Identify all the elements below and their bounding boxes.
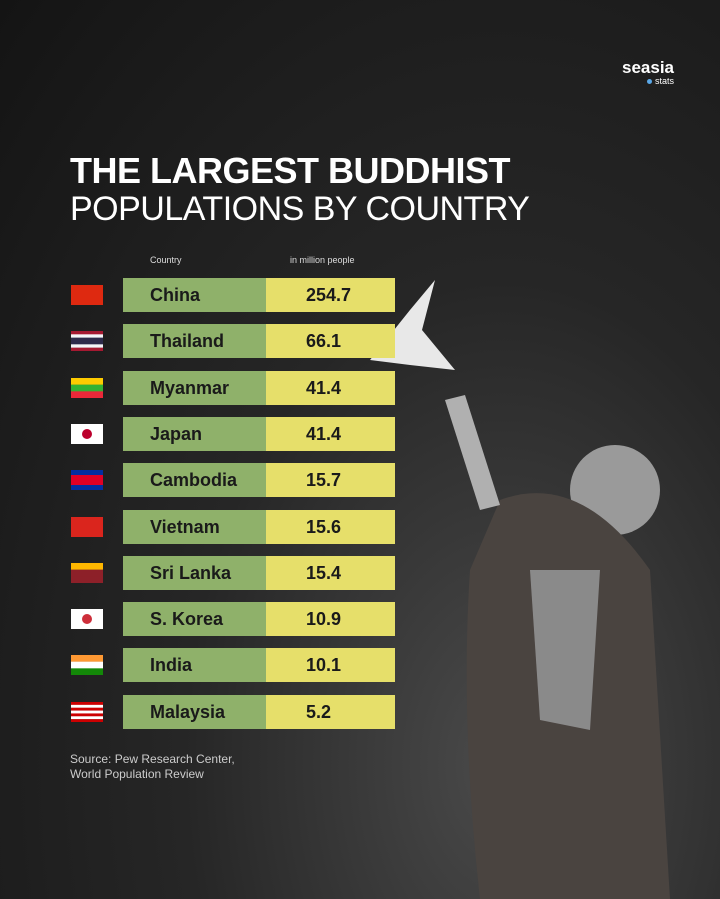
value-cell: 254.7: [266, 278, 395, 312]
flag: [71, 655, 103, 676]
flag: [71, 423, 103, 444]
flag: [71, 609, 103, 630]
value-cell: 15.4: [266, 555, 395, 590]
value-cell: 15.6: [266, 509, 395, 544]
country-cell: Sri Lanka: [123, 555, 266, 590]
value-cell: 41.4: [266, 416, 395, 451]
value-cell: 41.4: [266, 370, 395, 405]
country-cell: Malaysia: [123, 694, 266, 729]
table-row: Cambodia 15.7: [0, 463, 400, 498]
country-cell: India: [123, 648, 266, 683]
country-cell: S. Korea: [123, 602, 266, 637]
flag: [71, 701, 103, 722]
flag: [71, 285, 103, 305]
brand-name: seasia: [622, 58, 674, 77]
table-row: Malaysia 5.2: [0, 694, 400, 729]
subtitle: POPULATIONS BY COUNTRY: [70, 190, 530, 228]
country-cell: Japan: [123, 416, 266, 451]
column-header: in million people: [290, 255, 355, 265]
flag: [71, 377, 103, 398]
flag: [71, 516, 103, 537]
value-cell: 10.1: [266, 648, 395, 683]
table-row: Thailand 66.1: [0, 324, 400, 359]
value-cell: 10.9: [266, 602, 395, 637]
brand-tag: stats: [622, 76, 674, 86]
flag: [71, 562, 103, 583]
country-cell: Cambodia: [123, 463, 266, 498]
country-cell: Vietnam: [123, 509, 266, 544]
brand: seasia stats: [622, 58, 674, 86]
title: THE LARGEST BUDDHIST: [70, 150, 511, 191]
value-cell: 5.2: [266, 694, 395, 729]
table-row: India 10.1: [0, 648, 400, 683]
country-cell: China: [123, 278, 266, 312]
flag: [71, 331, 103, 352]
country-cell: Thailand: [123, 324, 266, 359]
table-row: S. Korea 10.9: [0, 602, 400, 637]
value-cell: 66.1: [266, 324, 395, 359]
table-row: Sri Lanka 15.4: [0, 555, 400, 590]
source-line: Source: Pew Research Center,: [70, 752, 235, 766]
column-header: Country: [150, 255, 182, 265]
source-line: World Population Review: [70, 767, 204, 781]
table-row: Vietnam 15.6: [0, 509, 400, 544]
table-row: China 254.7: [0, 278, 400, 312]
monk-illustration: [370, 280, 670, 899]
country-cell: Myanmar: [123, 370, 266, 405]
value-cell: 15.7: [266, 463, 395, 498]
source: Source: Pew Research Center, World Popul…: [70, 752, 235, 782]
table-row: Myanmar 41.4: [0, 370, 400, 405]
table-row: Japan 41.4: [0, 416, 400, 451]
flag: [71, 470, 103, 491]
